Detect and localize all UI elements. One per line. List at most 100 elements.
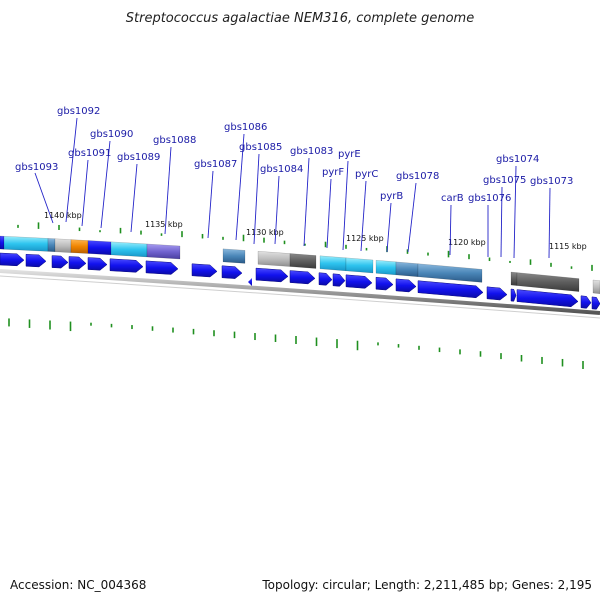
label-leader-line [207,170,214,239]
gene-label-group: gbs1093 gbs1092 gbs1091 gbs1090 gbs1089 gbs10… [15,106,573,204]
gene-arrow [68,256,87,270]
kbp-label: 1125 kbp [346,234,384,243]
kbp-label: 1115 kbp [549,242,587,251]
gene-arrow [289,270,316,285]
gene-label: gbs1078 [396,171,439,182]
feature-block [345,257,374,274]
label-leader-line [65,117,78,223]
gene-arrow [191,263,218,278]
genome-backbone-inner [0,275,600,319]
label-leader-line [274,175,280,245]
gene-label: pyrF [322,167,344,178]
gene-arrow [318,272,333,286]
gc-content-track [8,222,593,369]
label-leader-line [548,187,551,259]
gene-arrow [87,257,108,271]
feature-block [110,241,148,258]
label-leader-line [303,157,310,247]
gene-arrow [516,289,579,308]
gene-arrow [248,278,252,286]
label-leader-line [326,178,332,249]
gene-arrow [345,274,373,289]
accession-text: Accession: NC_004368 [10,578,147,592]
gene-arrow [332,273,346,287]
feature-block [592,279,600,294]
gene-label: gbs1093 [15,162,58,173]
gene-arrow-track [0,252,600,310]
kbp-label: 1120 kbp [448,238,486,247]
feature-block [47,238,56,253]
feature-block [222,248,246,264]
gene-label: pyrE [338,149,361,160]
gene-label: gbs1086 [224,122,267,133]
gene-arrow [51,255,69,269]
kbp-label: 1135 kbp [145,220,183,229]
label-leader-line [449,204,452,256]
feature-block [516,272,580,292]
gene-label: gbs1091 [68,148,111,159]
gene-arrow [25,254,47,268]
feature-block [395,261,419,277]
map-title: Streptococcus agalactiae NEM316, complet… [126,11,474,26]
gene-label-lines [34,117,551,259]
gene-arrow [510,288,517,302]
feature-block [3,235,49,252]
kbp-label: 1140 kbp [44,211,82,220]
label-leader-line [407,182,417,253]
label-leader-line [253,153,260,245]
label-leader-line [164,146,172,235]
gene-arrow [109,258,144,273]
gene-label: carB [441,193,464,204]
kbp-scale: 1140 kbp 1135 kbp 1130 kbp 1125 kbp 1120 kbp… [44,211,587,251]
gene-label: gbs1089 [117,152,160,163]
gene-arrow [255,267,289,283]
gene-arrow [145,260,179,275]
kbp-label: 1130 kbp [246,228,284,237]
label-leader-line [100,140,111,229]
feature-block [70,239,89,254]
gene-label: pyrB [380,191,403,202]
gene-label: gbs1073 [530,176,573,187]
label-leader-line [500,186,503,258]
label-leader-line [81,159,89,227]
gene-arrow [395,278,417,293]
genome-summary-text: Topology: circular; Length: 2,211,485 bp… [262,578,592,592]
gene-arrow [417,280,484,299]
gene-arrow [580,295,592,309]
feature-block [87,240,112,256]
gene-arrow [221,265,243,279]
gene-label: gbs1090 [90,129,133,140]
gene-label: gbs1087 [194,159,237,170]
feature-block [319,255,347,272]
feature-block [257,250,291,267]
outer-feature-track [0,235,600,294]
gene-label: gbs1085 [239,142,282,153]
label-leader-line [235,133,245,241]
gene-label: gbs1092 [57,106,100,117]
gene-arrow [0,252,25,267]
gene-label: gbs1083 [290,146,333,157]
feature-block [375,259,397,276]
gene-label: pyrC [355,169,378,180]
label-leader-line [386,202,392,253]
label-leader-line [34,172,54,224]
feature-block [510,271,518,286]
gene-label: gbs1088 [153,135,196,146]
feature-block [289,253,317,269]
gene-arrow [375,276,394,291]
gene-label: gbs1084 [260,164,303,175]
feature-block [54,238,72,253]
feature-block [417,263,483,283]
gene-label: gbs1075 [483,175,526,186]
label-leader-line [130,163,138,233]
label-leader-line [513,165,517,259]
gene-arrow [591,296,600,310]
gene-arrow [486,286,508,301]
feature-block [0,235,5,250]
label-leader-line [360,180,367,252]
label-leader-line [342,160,349,251]
genome-backbone [0,269,600,315]
gene-label: gbs1074 [496,154,539,165]
gene-label: gbs1076 [468,193,511,204]
